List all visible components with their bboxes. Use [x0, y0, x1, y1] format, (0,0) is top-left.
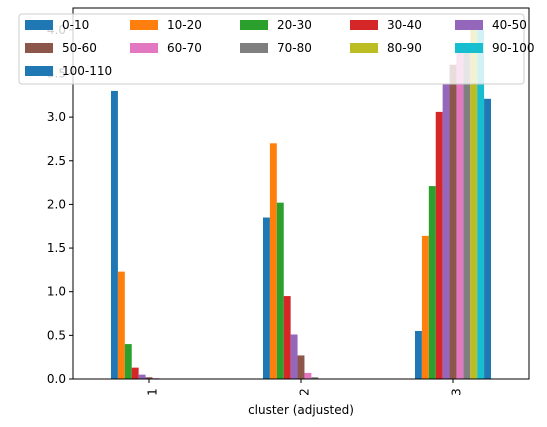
- bar: [125, 344, 132, 379]
- y-tick-label: 1.5: [47, 241, 66, 255]
- legend-swatch: [455, 20, 483, 30]
- legend-label: 10-20: [167, 18, 202, 32]
- legend-swatch: [25, 43, 53, 53]
- x-axis: 1 2 3: [146, 379, 464, 396]
- y-tick-label: 0.5: [47, 328, 66, 342]
- bar: [436, 112, 443, 379]
- bar: [456, 52, 463, 379]
- legend-label: 100-110: [62, 64, 112, 78]
- legend: 0-10 10-20 20-30 30-40 40-50 50-60 60-70 70-80 8…: [19, 14, 535, 84]
- legend-label: 0-10: [62, 18, 89, 32]
- legend-label: 80-90: [387, 41, 422, 55]
- y-tick-label: 1.0: [47, 285, 66, 299]
- bar: [284, 296, 291, 379]
- legend-swatch: [455, 43, 483, 53]
- x-tick-label: 1: [146, 388, 160, 396]
- bar: [139, 375, 146, 379]
- bar: [277, 203, 284, 379]
- legend-label: 70-80: [277, 41, 312, 55]
- legend-label: 30-40: [387, 18, 422, 32]
- x-tick-label: 3: [450, 388, 464, 396]
- legend-label: 20-30: [277, 18, 312, 32]
- x-tick-label: 2: [298, 388, 312, 396]
- y-tick-label: 0.0: [47, 372, 66, 386]
- legend-label: 50-60: [62, 41, 97, 55]
- x-axis-label: cluster (adjusted): [248, 403, 354, 417]
- legend-swatch: [240, 43, 268, 53]
- legend-label: 90-100: [492, 41, 535, 55]
- legend-swatch: [25, 20, 53, 30]
- bar: [429, 186, 436, 379]
- bar: [111, 91, 118, 379]
- legend-swatch: [25, 66, 53, 76]
- bar: [270, 143, 277, 379]
- bar: [263, 218, 270, 379]
- legend-item: 100-110: [25, 64, 112, 78]
- bar: [415, 331, 422, 379]
- legend-item: 90-100: [455, 41, 535, 55]
- bar: [443, 84, 450, 379]
- legend-label: 60-70: [167, 41, 202, 55]
- legend-swatch: [350, 43, 378, 53]
- bar: [298, 355, 305, 379]
- y-tick-label: 3.0: [47, 110, 66, 124]
- bar: [304, 373, 311, 379]
- bar: [118, 272, 125, 379]
- bar: [484, 99, 491, 379]
- y-tick-label: 2.5: [47, 154, 66, 168]
- legend-swatch: [350, 20, 378, 30]
- bar: [132, 368, 139, 379]
- legend-swatch: [240, 20, 268, 30]
- bar: [463, 43, 470, 379]
- y-tick-label: 2.0: [47, 197, 66, 211]
- bar: [422, 236, 429, 379]
- bar: [291, 334, 298, 379]
- legend-label: 40-50: [492, 18, 527, 32]
- legend-swatch: [130, 20, 158, 30]
- legend-swatch: [130, 43, 158, 53]
- bar: [450, 65, 457, 379]
